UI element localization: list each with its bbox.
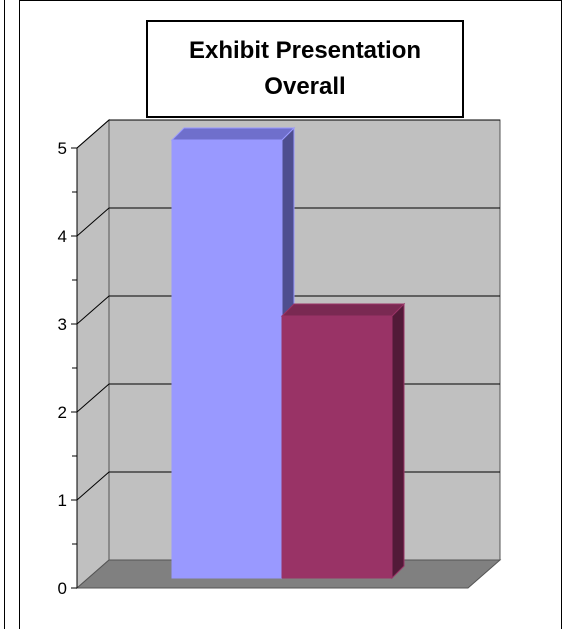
y-tick-label: 5 [58,139,67,158]
side-wall [76,118,110,590]
gridline [76,207,500,237]
adjacent-panel-edge [0,0,5,629]
gridline [76,295,500,325]
bar-front [281,315,393,579]
y-tick-label: 0 [58,579,67,598]
bar-top [280,303,406,317]
gridline [76,119,500,149]
bar-front [171,139,283,579]
y-tick-label: 3 [58,315,67,334]
bar [170,126,296,580]
y-tick-label: 1 [58,491,67,510]
bar [280,302,406,580]
chart-title: Exhibit Presentation Overall [188,37,422,100]
bar-side [391,302,405,580]
chart-title-box: Exhibit Presentation Overall [146,20,464,118]
bars [170,126,406,580]
bar-top [170,127,296,141]
y-tick-label: 2 [58,403,67,422]
y-tick-label: 4 [58,227,67,246]
y-axis: 0 1 2 3 4 5 [58,139,78,598]
